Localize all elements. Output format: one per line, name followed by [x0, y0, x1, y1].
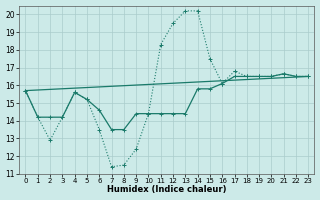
X-axis label: Humidex (Indice chaleur): Humidex (Indice chaleur)	[107, 185, 227, 194]
